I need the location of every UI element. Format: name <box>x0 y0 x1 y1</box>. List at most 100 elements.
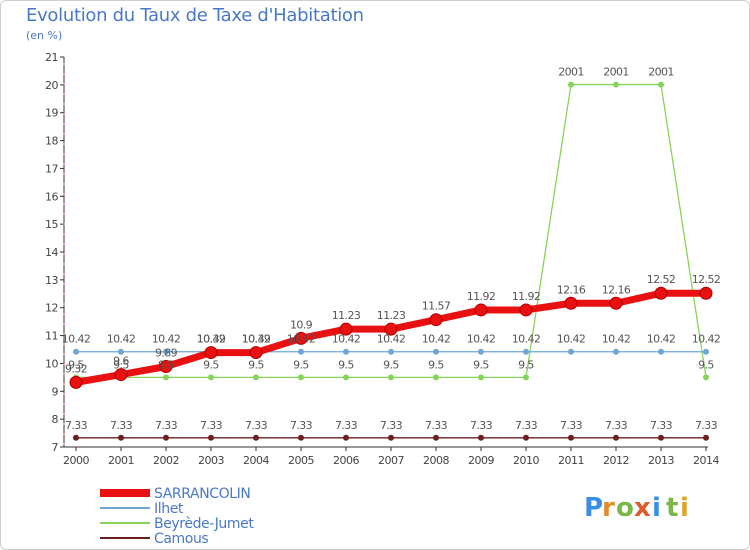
y-tick-label: 8 <box>52 413 59 426</box>
data-label: 9.5 <box>293 358 309 371</box>
data-label: 9.5 <box>68 358 84 371</box>
logo-letter: P <box>584 493 603 523</box>
data-point <box>343 374 349 381</box>
data-label: 11.23 <box>377 309 406 322</box>
data-label: 9.5 <box>698 358 714 371</box>
data-point <box>343 434 349 441</box>
y-tick-label: 19 <box>45 107 58 120</box>
data-point <box>343 348 349 355</box>
data-point <box>703 374 709 381</box>
data-label: 10.42 <box>467 333 496 346</box>
data-label: 10.42 <box>422 333 451 346</box>
data-label: 9.5 <box>113 358 129 371</box>
x-tick-label: 2012 <box>603 454 629 467</box>
data-label: 2001 <box>603 66 629 79</box>
data-point <box>609 296 623 310</box>
logo-letter: o <box>616 493 634 523</box>
legend-label: Ilhet <box>154 501 184 517</box>
data-point <box>118 434 124 441</box>
x-tick-label: 2005 <box>288 454 314 467</box>
proxiti-logo: Pr o x i t i <box>584 493 689 523</box>
y-tick-label: 15 <box>45 218 58 231</box>
data-point <box>564 296 578 310</box>
data-point <box>433 434 439 441</box>
data-label: 10.42 <box>512 333 541 346</box>
y-tick-label: 21 <box>45 51 58 64</box>
data-label: 10.42 <box>287 333 316 346</box>
data-label: 7.33 <box>605 419 628 432</box>
legend-label: Beyrède-Jumet <box>154 516 254 532</box>
y-tick-label: 20 <box>45 79 58 92</box>
x-tick-label: 2010 <box>513 454 539 467</box>
data-label: 7.33 <box>380 419 403 432</box>
data-label: 9.89 <box>155 346 178 359</box>
data-label: 10.42 <box>557 333 586 346</box>
x-tick-label: 2001 <box>108 454 134 467</box>
logo-letter: t <box>666 493 678 523</box>
chart-axes: 7 8 9 10 11 12 13 14 15 16 17 18 19 20 21 2000 2001 2002 2… <box>45 51 720 467</box>
logo-letter: x <box>634 493 651 523</box>
data-point <box>478 348 484 355</box>
data-point <box>658 81 664 88</box>
data-label: 10.9 <box>290 318 313 331</box>
data-label: 10.42 <box>647 333 676 346</box>
data-label: 7.33 <box>245 419 268 432</box>
y-tick-label: 13 <box>45 274 58 287</box>
data-label: 10.42 <box>377 333 406 346</box>
data-point <box>433 374 439 381</box>
data-point <box>208 374 214 381</box>
data-label: 7.33 <box>290 419 313 432</box>
y-tick-label: 18 <box>45 135 58 148</box>
data-point <box>654 286 668 300</box>
data-point <box>298 374 304 381</box>
data-label: 7.33 <box>560 419 583 432</box>
data-point <box>298 348 304 355</box>
y-tick-label: 10 <box>45 357 58 370</box>
data-point <box>474 303 488 317</box>
data-label: 7.33 <box>200 419 223 432</box>
x-tick-label: 2009 <box>468 454 494 467</box>
data-label: 9.32 <box>65 362 87 375</box>
data-point <box>388 374 394 381</box>
data-point <box>478 434 484 441</box>
data-point <box>523 348 529 355</box>
data-point <box>249 346 263 360</box>
data-point <box>73 434 79 441</box>
data-point <box>118 348 124 355</box>
data-label: 7.33 <box>695 419 718 432</box>
data-point <box>388 434 394 441</box>
x-tick-label: 2011 <box>558 454 584 467</box>
data-point <box>658 434 664 441</box>
data-point <box>69 375 83 389</box>
data-point <box>433 348 439 355</box>
data-point <box>568 434 574 441</box>
x-tick-label: 2008 <box>423 454 449 467</box>
data-label: 9.5 <box>428 358 444 371</box>
logo-letter: i <box>652 493 661 523</box>
data-label: 10.42 <box>242 333 271 346</box>
data-point <box>703 348 709 355</box>
data-point <box>429 313 443 327</box>
data-point <box>613 348 619 355</box>
data-point <box>298 434 304 441</box>
y-tick-label: 17 <box>45 162 58 175</box>
data-point <box>478 374 484 381</box>
data-label: 9.5 <box>203 358 219 371</box>
x-tick-label: 2003 <box>198 454 224 467</box>
data-point <box>294 331 308 345</box>
data-point <box>568 81 574 88</box>
data-label: 7.33 <box>155 419 178 432</box>
data-label: 7.33 <box>335 419 358 432</box>
data-point <box>163 348 169 355</box>
logo-letter: i <box>680 493 689 523</box>
data-labels-layer: 7.33 7.33 7.33 7.33 7.33 7.33 7.33 7.33 7.33 7.33… <box>62 66 721 432</box>
data-label: 2001 <box>648 66 674 79</box>
x-tick-label: 2006 <box>333 454 359 467</box>
data-label: 7.33 <box>515 419 538 432</box>
data-point <box>519 303 533 317</box>
y-tick-label: 12 <box>45 302 58 315</box>
data-label: 2001 <box>558 66 584 79</box>
y-tick-label: 7 <box>52 441 59 454</box>
